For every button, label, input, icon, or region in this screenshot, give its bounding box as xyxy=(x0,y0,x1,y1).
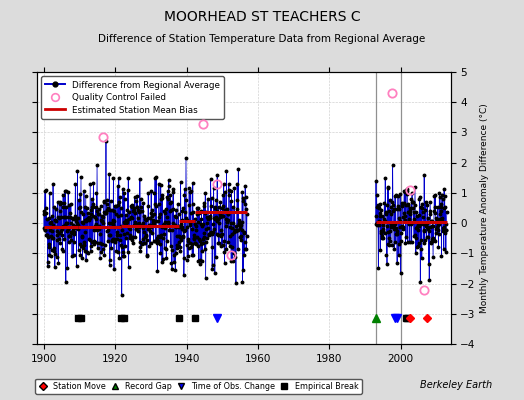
Text: Difference of Station Temperature Data from Regional Average: Difference of Station Temperature Data f… xyxy=(99,34,425,44)
Text: Berkeley Earth: Berkeley Earth xyxy=(420,380,493,390)
Legend: Station Move, Record Gap, Time of Obs. Change, Empirical Break: Station Move, Record Gap, Time of Obs. C… xyxy=(36,378,362,394)
Y-axis label: Monthly Temperature Anomaly Difference (°C): Monthly Temperature Anomaly Difference (… xyxy=(480,103,489,313)
Legend: Difference from Regional Average, Quality Control Failed, Estimated Station Mean: Difference from Regional Average, Qualit… xyxy=(41,76,224,119)
Text: MOORHEAD ST TEACHERS C: MOORHEAD ST TEACHERS C xyxy=(163,10,361,24)
